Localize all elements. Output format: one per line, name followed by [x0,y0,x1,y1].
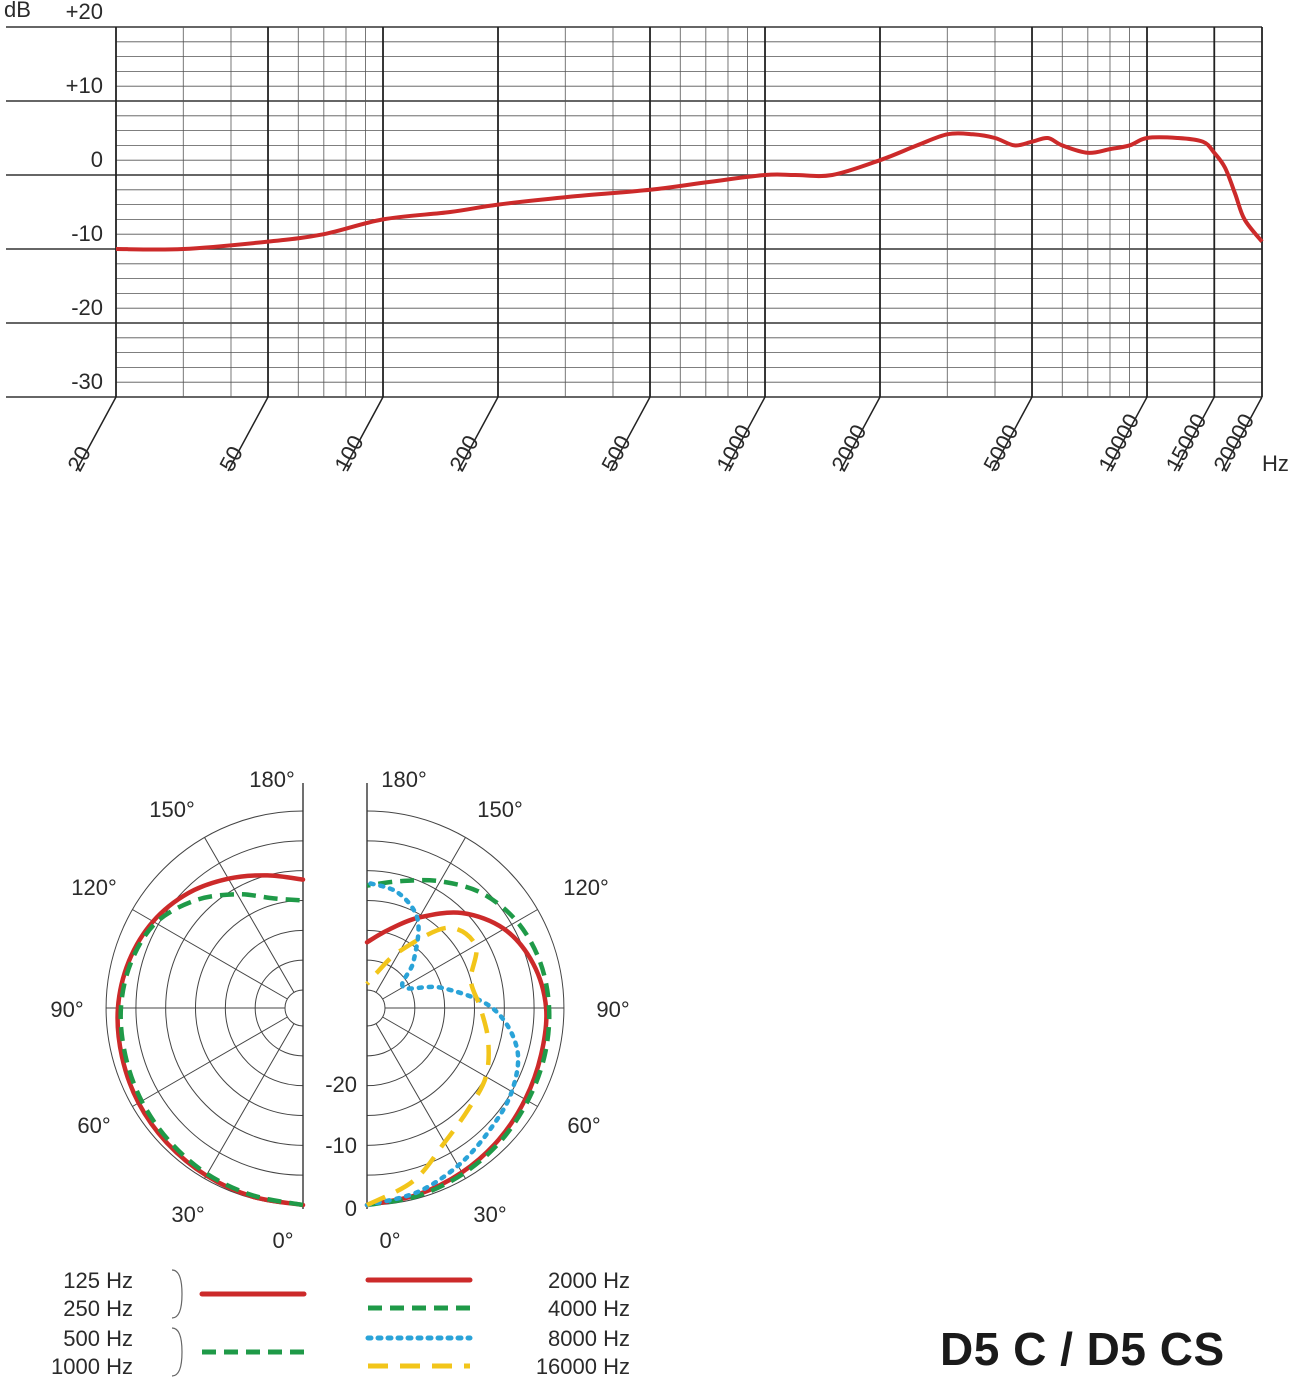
x-tick-stem [457,396,499,472]
model-title: D5 C / D5 CS [940,1323,1225,1375]
polar-radial-label: -20 [325,1072,357,1097]
x-tick-stem [724,396,766,472]
legend-label: 125 Hz [63,1268,133,1293]
x-tick-stem [839,396,881,472]
polar-angle-label: 0° [272,1228,293,1253]
x-tick-stem [342,396,384,472]
legend-label: 16000 Hz [536,1354,630,1379]
x-tick-label: 200 [444,431,483,475]
polar-angle-label: 90° [50,997,83,1022]
polar-angle-label: 180° [381,767,427,792]
x-tick-stem [1221,396,1263,472]
x-tick-label: 15000 [1161,410,1212,476]
polar-angle-label: 0° [379,1228,400,1253]
polar-angle-label: 150° [149,797,195,822]
legend-label: 8000 Hz [548,1326,630,1351]
polar-pattern-line [365,925,491,1208]
polar-ring [366,989,386,1027]
polar-spoke [204,837,295,993]
polar-spoke [204,1023,295,1179]
polar-angle-label: 120° [563,875,609,900]
y-tick-label: -10 [71,221,103,246]
polar-spoke [382,909,538,1000]
x-tick-label: 20 [62,442,96,475]
polar-pattern-line [118,891,304,1208]
legend-label: 250 Hz [63,1296,133,1321]
frequency-series [115,131,1264,252]
y-tick-label: +20 [66,0,103,24]
polar-series [115,873,552,1208]
legend-label: 500 Hz [63,1326,133,1351]
x-tick-stem [991,396,1033,472]
x-tick-label: 100 [329,431,368,475]
x-tick-stem [75,396,117,472]
polar-ring [284,989,304,1027]
legend-label: 2000 Hz [548,1268,630,1293]
y-tick-label: +10 [66,73,103,98]
y-tick-label: -30 [71,369,103,394]
polar-angle-label: 30° [171,1202,204,1227]
polar-spoke [382,1016,538,1107]
polar-pattern-line [364,880,521,1208]
polar-pattern-chart: 0° 0° 30° 30° 60° 60° 90° 90° 120° 120° 150° 150° 18… [50,767,630,1379]
polar-legend: 125 Hz 250 Hz 500 Hz 1000 Hz 2000 Hz 4000 Hz 8… [51,1268,630,1379]
x-tick-label: 2000 [826,420,871,475]
legend-label: 1000 Hz [51,1354,133,1379]
polar-angle-label: 60° [567,1113,600,1138]
polar-angle-label: 30° [473,1202,506,1227]
y-tick-label: -20 [71,295,103,320]
x-tick-label: 5000 [978,420,1023,475]
polar-pattern-line [115,873,306,1208]
polar-spoke [132,909,288,1000]
frequency-response-line [115,131,1264,252]
legend-brace [171,1269,183,1319]
polar-angle-label: 90° [596,997,629,1022]
x-tick-label: 500 [596,431,635,475]
frequency-grid [6,26,1263,398]
polar-spoke [132,1016,288,1107]
x-tick-label: 50 [214,442,248,475]
x-tick-stem [1106,396,1148,472]
polar-spoke [375,1023,466,1179]
frequency-response-chart: +20 +10 0 -10 -20 -30 20 50 100 200 500 1000 2000 500… [4,0,1289,476]
y-axis-label: dB [4,0,31,22]
legend-brace [171,1327,183,1377]
x-tick-label: 10000 [1093,410,1144,476]
x-tick-stem [1173,396,1215,472]
legend-label: 4000 Hz [548,1296,630,1321]
polar-angle-label: 150° [477,797,523,822]
polar-radial-label: -10 [325,1133,357,1158]
x-tick-stem [609,396,651,472]
polar-radial-label: 0 [345,1196,357,1221]
x-tick-stem [227,396,269,472]
polar-pattern-line [366,877,552,1208]
x-tick-label: 20000 [1208,410,1259,476]
polar-labels: 0° 0° 30° 30° 60° 60° 90° 90° 120° 120° 150° 150° 18… [50,767,629,1253]
y-tick-label: 0 [91,147,103,172]
polar-grid [105,783,565,1209]
polar-angle-label: 120° [71,875,117,900]
x-tick-label: 1000 [711,420,756,475]
polar-angle-label: 60° [77,1113,110,1138]
x-axis-label: Hz [1262,451,1289,476]
polar-angle-label: 180° [249,767,295,792]
